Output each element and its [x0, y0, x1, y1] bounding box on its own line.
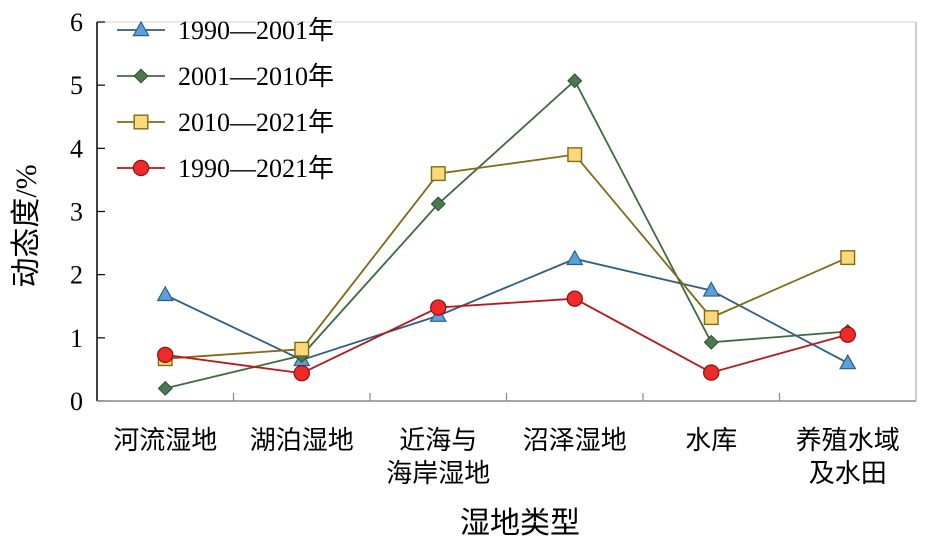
data-point-circle	[293, 365, 310, 382]
data-point-square	[133, 114, 149, 130]
x-category-label-line: 海岸湿地	[386, 459, 490, 488]
x-category-label: 近海与海岸湿地	[386, 426, 490, 488]
data-point-circle	[703, 364, 720, 381]
x-category-label: 养殖水域及水田	[796, 426, 900, 488]
series-line	[165, 297, 848, 375]
x-category-label: 河流湿地	[113, 426, 217, 455]
data-point-diamond	[430, 196, 446, 212]
legend-label: 2001—2010年	[178, 62, 334, 91]
x-category-label-line: 湖泊湿地	[250, 426, 354, 455]
y-axis: 0 1 2 3 4 5 6	[70, 8, 105, 416]
data-point-square	[703, 310, 719, 326]
x-axis: 河流湿地 湖泊湿地 近海与海岸湿地 沼泽湿地 水库 养殖水域及水田	[97, 393, 916, 488]
y-tick-label: 2	[70, 261, 83, 290]
legend-item: 1990—2021年	[117, 154, 334, 183]
y-tick-label: 6	[70, 8, 83, 37]
x-category-label-line: 水库	[685, 426, 737, 455]
y-axis-title: 动态度/%	[10, 164, 43, 287]
legend-item: 2001—2010年	[117, 62, 334, 91]
y-tick-label: 3	[70, 198, 83, 227]
data-point-square	[840, 250, 856, 266]
data-point-triangle	[156, 285, 174, 302]
series-line	[165, 79, 848, 390]
series-layer	[156, 73, 857, 396]
series-line	[164, 257, 849, 364]
data-point-square	[567, 147, 583, 163]
legend-label: 2010—2021年	[178, 108, 334, 137]
data-point-triangle	[132, 20, 150, 37]
y-tick-label: 4	[70, 134, 83, 163]
x-category-label-line: 近海与	[399, 426, 477, 455]
data-point-triangle	[702, 281, 720, 297]
x-category-label: 水库	[685, 426, 737, 455]
x-category-label-line: 及水田	[809, 459, 887, 488]
x-axis-title: 湿地类型	[460, 507, 580, 540]
y-tick-label: 5	[70, 71, 83, 100]
data-point-diamond	[157, 380, 173, 396]
data-point-circle	[157, 346, 174, 364]
legend-item: 2010—2021年	[117, 108, 334, 137]
x-category-label-line: 养殖水域	[796, 426, 900, 455]
y-tick-label: 0	[70, 387, 83, 416]
legend-label: 1990—2001年	[178, 16, 334, 45]
data-point-square	[294, 341, 310, 357]
legend-label: 1990—2021年	[178, 154, 334, 183]
series-1	[156, 249, 857, 370]
x-category-label-line: 河流湿地	[113, 426, 217, 455]
data-point-circle	[430, 299, 447, 316]
data-point-triangle	[839, 353, 857, 370]
x-category-label: 湖泊湿地	[250, 426, 354, 455]
data-point-diamond	[567, 73, 583, 89]
x-category-label-line: 沼泽湿地	[523, 426, 627, 455]
data-point-square	[430, 166, 446, 182]
series-line	[165, 153, 849, 360]
legend: 1990—2001年 2001—2010年 2010—2021年 1990—2021年	[117, 16, 334, 183]
data-point-diamond	[133, 68, 149, 84]
data-point-circle	[132, 159, 150, 177]
legend-item: 1990—2001年	[117, 16, 334, 45]
x-category-label: 沼泽湿地	[523, 426, 627, 455]
data-point-triangle	[566, 249, 584, 266]
y-tick-label: 1	[70, 324, 83, 353]
data-point-diamond	[703, 334, 719, 350]
data-point-circle	[566, 290, 583, 307]
plot-frame	[97, 21, 917, 401]
series-4	[157, 290, 856, 382]
data-point-circle	[839, 326, 856, 343]
